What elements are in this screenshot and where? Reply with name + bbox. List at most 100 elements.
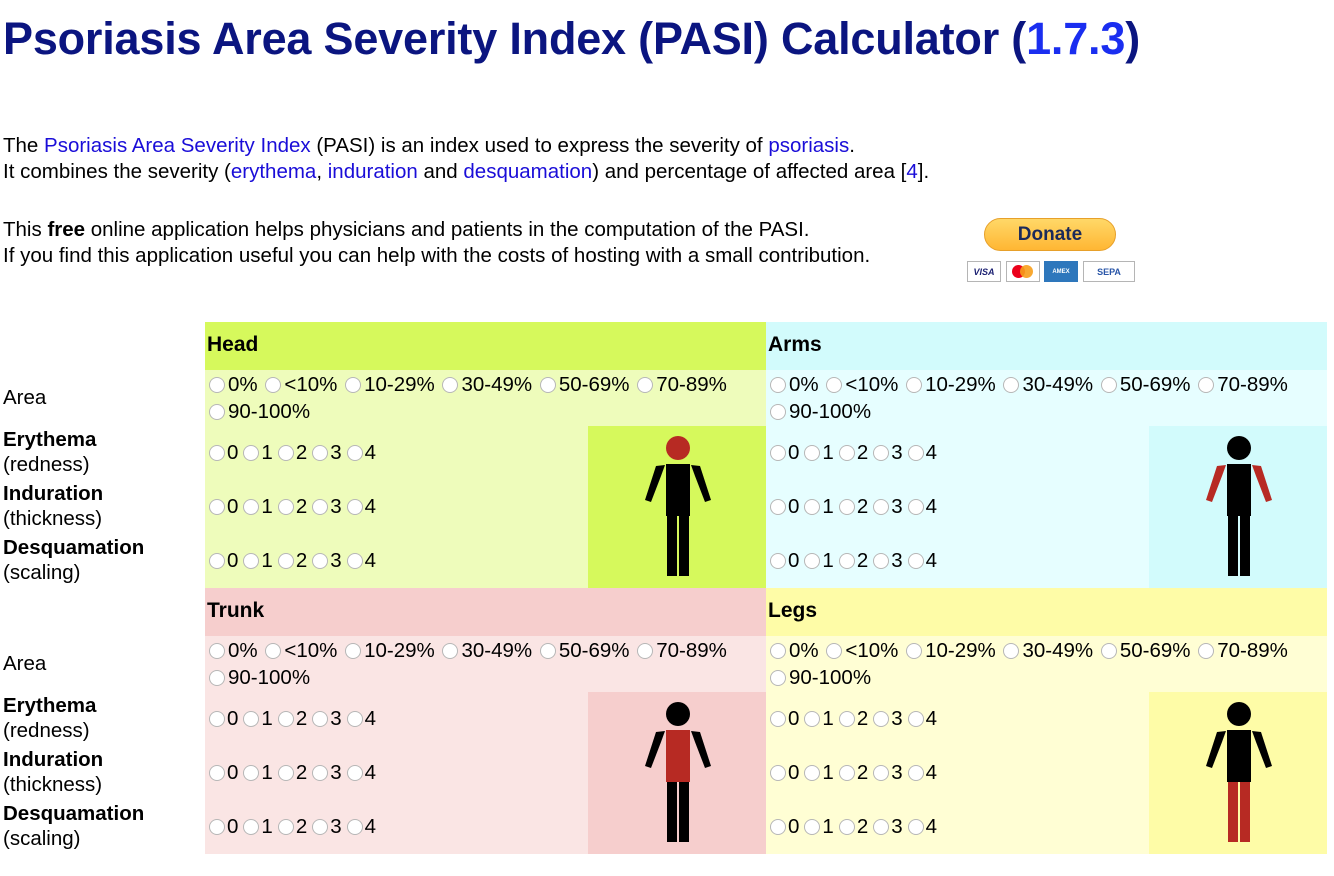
legs-desquamation-radio[interactable] [907,819,924,835]
trunk-area-radio[interactable] [265,643,282,659]
arms-induration-radio[interactable] [838,499,855,515]
trunk-area-radio[interactable] [209,670,225,686]
legs-area-radio[interactable] [770,670,786,686]
trunk-erythema-radio[interactable] [312,711,329,727]
arms-induration-radio[interactable] [770,499,786,515]
head-erythema-radio[interactable] [243,445,260,461]
head-area-radio[interactable] [209,404,225,420]
legs-erythema-radio[interactable] [770,711,786,727]
arms-erythema-radio[interactable] [804,445,821,461]
trunk-desquamation-radio[interactable] [277,819,294,835]
area-option-label: 50-69% [558,639,630,662]
arms-area-radio[interactable] [1003,377,1020,393]
head-erythema-radio[interactable] [312,445,329,461]
arms-erythema-radio[interactable] [770,445,786,461]
head-desquamation-radio[interactable] [312,553,329,569]
legs-area-radio[interactable] [1003,643,1020,659]
trunk-area-radio[interactable] [637,643,654,659]
legs-erythema-radio[interactable] [873,711,890,727]
pasi-link[interactable]: Psoriasis Area Severity Index [44,134,311,157]
arms-induration-radio[interactable] [804,499,821,515]
head-induration-radio[interactable] [209,499,225,515]
legs-area-radio[interactable] [1198,643,1215,659]
trunk-area-radio[interactable] [345,643,362,659]
reference-link[interactable]: 4 [906,159,918,183]
trunk-erythema-radio[interactable] [243,711,260,727]
head-erythema-radio[interactable] [209,445,225,461]
severity-option-label: 2 [295,761,308,784]
erythema-link[interactable]: erythema [230,159,317,183]
trunk-area-radio[interactable] [442,643,459,659]
arms-area-radio[interactable] [770,404,786,420]
head-induration-radio[interactable] [243,499,260,515]
trunk-induration-radio[interactable] [346,765,363,781]
arms-desquamation-radio[interactable] [838,553,855,569]
trunk-desquamation-radio[interactable] [243,819,260,835]
legs-area-radio[interactable] [1100,643,1117,659]
arms-desquamation-radio[interactable] [907,553,924,569]
head-desquamation-radio[interactable] [346,553,363,569]
arms-erythema-radio[interactable] [838,445,855,461]
donate-button[interactable]: Donate [984,218,1116,251]
severity-option: 3 [871,495,903,518]
legs-erythema-radio[interactable] [838,711,855,727]
arms-area-radio[interactable] [906,377,923,393]
arms-desquamation-radio[interactable] [873,553,890,569]
trunk-induration-radio[interactable] [312,765,329,781]
arms-desquamation-radio[interactable] [770,553,786,569]
induration-link[interactable]: induration [327,159,418,183]
trunk-induration-radio[interactable] [243,765,260,781]
trunk-area-radio[interactable] [209,643,225,659]
psoriasis-link[interactable]: psoriasis [768,134,850,157]
arms-area-radio[interactable] [826,377,843,393]
arms-erythema-radio[interactable] [873,445,890,461]
trunk-desquamation-radio[interactable] [209,819,225,835]
head-desquamation-radio[interactable] [243,553,260,569]
arms-desquamation-radio[interactable] [804,553,821,569]
legs-area-radio[interactable] [770,643,786,659]
trunk-erythema-radio[interactable] [277,711,294,727]
trunk-induration-radio[interactable] [277,765,294,781]
desquamation-link[interactable]: desquamation [463,159,593,183]
trunk-area-radio[interactable] [539,643,556,659]
trunk-erythema-radio[interactable] [209,711,225,727]
head-erythema-radio[interactable] [346,445,363,461]
head-induration-radio[interactable] [312,499,329,515]
legs-desquamation-radio[interactable] [770,819,786,835]
head-induration-radio[interactable] [346,499,363,515]
head-desquamation-radio[interactable] [277,553,294,569]
trunk-induration-radio[interactable] [209,765,225,781]
head-erythema-radio[interactable] [277,445,294,461]
head-area-radio[interactable] [265,377,282,393]
legs-erythema-radio[interactable] [804,711,821,727]
version-link[interactable]: 1.7.3 [1026,13,1126,64]
arms-induration-radio[interactable] [873,499,890,515]
legs-desquamation-radio[interactable] [804,819,821,835]
legs-area-radio[interactable] [906,643,923,659]
head-induration-radio[interactable] [277,499,294,515]
arms-area-radio[interactable] [1100,377,1117,393]
trunk-erythema-radio[interactable] [346,711,363,727]
severity-option: 0 [207,495,238,518]
arms-erythema-radio[interactable] [907,445,924,461]
arms-area-radio[interactable] [770,377,786,393]
trunk-desquamation-radio[interactable] [312,819,329,835]
head-area-radio[interactable] [345,377,362,393]
legs-area-radio[interactable] [826,643,843,659]
head-area-radio[interactable] [209,377,225,393]
arms-induration-radio[interactable] [907,499,924,515]
head-area-radio[interactable] [539,377,556,393]
legs-induration-radio[interactable] [873,765,890,781]
trunk-desquamation-radio[interactable] [346,819,363,835]
legs-induration-radio[interactable] [838,765,855,781]
legs-induration-radio[interactable] [907,765,924,781]
head-desquamation-radio[interactable] [209,553,225,569]
legs-desquamation-radio[interactable] [873,819,890,835]
legs-induration-radio[interactable] [804,765,821,781]
arms-area-radio[interactable] [1198,377,1215,393]
legs-desquamation-radio[interactable] [838,819,855,835]
head-area-radio[interactable] [637,377,654,393]
head-area-radio[interactable] [442,377,459,393]
legs-induration-radio[interactable] [770,765,786,781]
legs-erythema-radio[interactable] [907,711,924,727]
